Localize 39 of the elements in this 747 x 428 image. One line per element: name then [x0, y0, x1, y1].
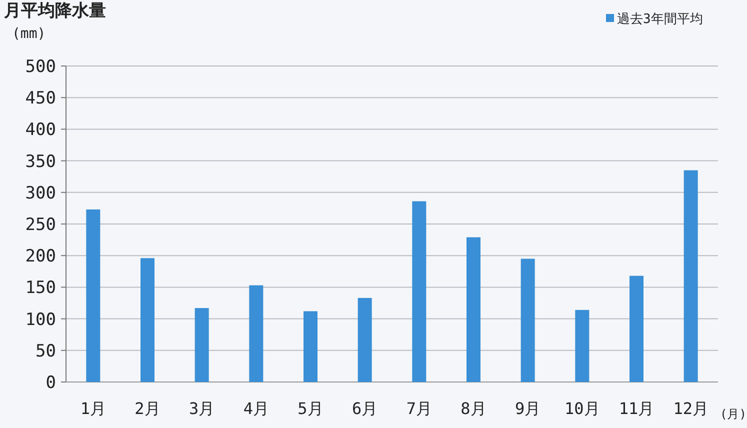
y-tick-label: 50: [36, 341, 56, 362]
x-tick-label: 9月: [515, 399, 541, 418]
x-axis-title: (月): [720, 407, 746, 421]
bar: [194, 308, 209, 382]
x-tick-label: 7月: [406, 399, 432, 418]
bar: [575, 310, 590, 382]
y-tick-label: 450: [25, 88, 56, 109]
x-tick-label: 8月: [460, 399, 486, 418]
y-tick-label: 400: [25, 120, 56, 140]
bar: [304, 311, 318, 382]
y-tick-label: 350: [25, 152, 56, 172]
x-tick-label: 1月: [80, 399, 106, 418]
y-axis-title: (mm): [12, 26, 46, 42]
y-tick-label: 250: [25, 215, 56, 235]
y-tick-label: 100: [25, 310, 56, 330]
bar: [140, 258, 154, 382]
chart-title: 月平均降水量: [3, 1, 106, 21]
bar: [412, 201, 426, 382]
bar: [249, 285, 264, 382]
x-tick-label: 4月: [243, 399, 269, 418]
x-tick-label: 10月: [564, 399, 600, 418]
x-tick-label: 11月: [618, 399, 654, 418]
bar: [358, 298, 372, 382]
bar: [630, 276, 644, 382]
legend: 過去3年間平均: [606, 12, 703, 27]
bar: [684, 170, 698, 382]
y-tick-label: 0: [46, 373, 56, 393]
y-tick-label: 500: [25, 57, 56, 77]
y-tick-label: 150: [25, 278, 56, 298]
x-tick-label: 5月: [298, 399, 324, 418]
bar: [520, 258, 535, 382]
bar: [86, 209, 100, 382]
x-tick-label: 6月: [352, 399, 378, 418]
x-tick-label: 2月: [134, 399, 160, 418]
bar: [466, 237, 480, 382]
y-tick-label: 200: [25, 246, 56, 267]
x-tick-label: 3月: [189, 399, 215, 418]
y-tick-label: 300: [25, 183, 56, 204]
x-tick-label: 12月: [673, 399, 708, 418]
